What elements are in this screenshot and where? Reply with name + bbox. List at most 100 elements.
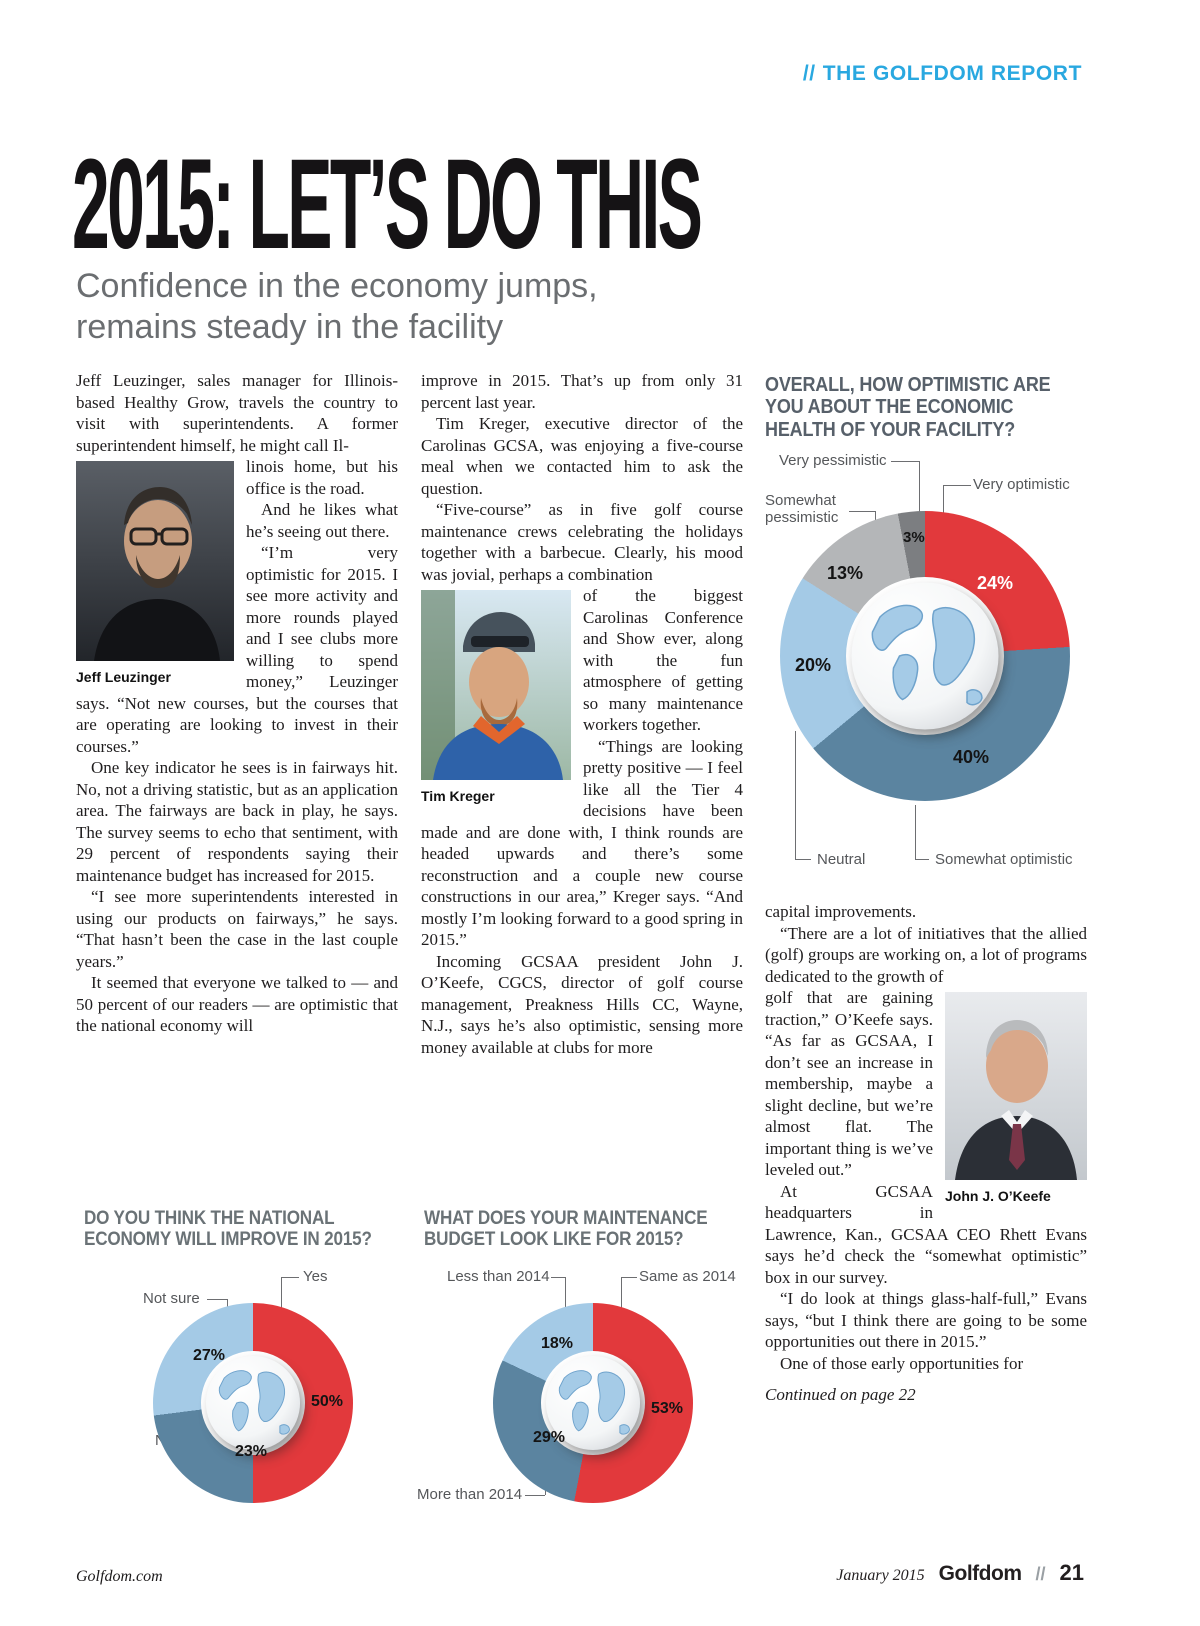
body-paragraph: One of those early opportunities for — [780, 1353, 1024, 1373]
body-paragraph: of the biggest Carolinas Conference and … — [583, 586, 743, 734]
body-paragraph: “Things are looking pretty positive — I … — [421, 736, 743, 950]
photo-caption: Tim Kreger — [421, 788, 495, 804]
body-paragraph: “There are a lot of initiatives that the… — [765, 923, 1087, 986]
pct-somewhat-optimistic: 40% — [953, 747, 990, 768]
body-paragraph: linois home, but his office is the road. — [246, 457, 398, 498]
donut-hole — [201, 1350, 305, 1455]
body-paragraph: “Five-course” as in five golf course mai… — [421, 500, 743, 584]
donut-ring — [493, 1302, 693, 1503]
photo-caption: Jeff Leuzinger — [76, 669, 171, 685]
body-paragraph: And he likes what he’s seeing out there. — [246, 500, 398, 541]
footer-slashes-icon: // — [1035, 1564, 1046, 1584]
subhead-line2: remains steady in the facility — [76, 308, 504, 347]
callout-line — [551, 1276, 565, 1278]
photo-caption: John J. O’Keefe — [945, 1188, 1051, 1205]
footer-date: January 2015 — [836, 1567, 925, 1584]
callout-line — [281, 1276, 282, 1313]
section-kicker: // THE GOLFDOM REPORT — [803, 62, 1082, 86]
callout-less-than: Less than 2014 — [447, 1267, 550, 1285]
photo-text-wrap: Jeff Leuzinger linois home, but his offi… — [76, 456, 398, 1037]
body-paragraph: Jeff Leuzinger, sales manager for Illino… — [76, 371, 398, 455]
pct-yes: 50% — [311, 1392, 344, 1410]
economy-donut-chart: Yes Not sure No — [75, 1255, 405, 1555]
callout-line — [621, 1276, 637, 1278]
callout-line — [281, 1276, 299, 1278]
economy-chart-block: DO YOU THINK THE NATIONAL ECONOMY WILL I… — [75, 1208, 405, 1555]
budget-donut-chart: Less than 2014 Same as 2014 More than 20… — [415, 1255, 745, 1555]
slashes-icon: // — [802, 62, 816, 85]
callout-neutral: Neutral — [817, 851, 866, 869]
body-paragraph: It seemed that everyone we talked to — a… — [76, 973, 398, 1035]
pct-more-than: 29% — [533, 1428, 566, 1446]
pct-neutral: 20% — [795, 655, 832, 676]
callout-line — [943, 485, 944, 530]
callout-line — [795, 731, 796, 860]
page-headline: 2015: LET’S DO THIS — [72, 133, 703, 276]
callout-very-optimistic: Very optimistic — [973, 476, 1070, 494]
continued-notice: Continued on page 22 — [765, 1385, 916, 1405]
body-paragraph: At GCSAA headquarters in Lawrence, Kan.,… — [765, 1181, 1087, 1287]
chart-title-budget: WHAT DOES YOUR MAINTENANCE BUDGET LOOK L… — [424, 1208, 708, 1251]
golf-ball-globe-icon — [205, 1355, 301, 1450]
footer-right: January 2015 Golfdom // 21 — [836, 1560, 1084, 1586]
callout-line — [919, 461, 920, 516]
callout-somewhat-optimistic: Somewhat optimistic — [935, 851, 1073, 869]
article-column-1: Jeff Leuzinger, sales manager for Illino… — [76, 370, 398, 1037]
callout-very-pessimistic: Very pessimistic — [779, 452, 887, 470]
callout-line — [915, 805, 916, 860]
jeff-leuzinger-photo: Jeff Leuzinger — [76, 461, 234, 689]
donut-hole — [846, 577, 1004, 736]
footer-magazine-logo: Golfdom — [938, 1562, 1022, 1585]
callout-same-as: Same as 2014 — [639, 1267, 736, 1285]
pct-somewhat-pessimistic: 13% — [827, 563, 864, 584]
subhead-line1: Confidence in the economy jumps, — [76, 267, 598, 305]
pct-very-optimistic: 24% — [977, 573, 1014, 594]
pct-not-sure: 27% — [193, 1346, 226, 1364]
footer-site: Golfdom.com — [76, 1568, 163, 1585]
body-paragraph: golf that are gaining traction,” O’Keefe… — [765, 988, 933, 1180]
footer-page-number: 21 — [1059, 1560, 1084, 1585]
callout-line — [849, 511, 875, 513]
donut-ring — [780, 511, 1070, 802]
page-subhead: Confidence in the economy jumps, remains… — [76, 266, 598, 349]
portrait-illustration — [945, 992, 1087, 1181]
callout-line — [565, 1276, 566, 1309]
john-okeefe-photo: John J. O’Keefe — [945, 992, 1087, 1208]
body-paragraph: improve in 2015. That’s up from only 31 … — [421, 371, 743, 412]
golf-ball-globe-icon — [545, 1355, 641, 1450]
tim-kreger-photo: Tim Kreger — [421, 590, 571, 808]
article-column-2: improve in 2015. That’s up from only 31 … — [421, 370, 743, 1058]
portrait-illustration — [421, 590, 571, 780]
callout-line — [795, 859, 811, 861]
photo-text-wrap: Tim Kreger of the biggest Carolinas Conf… — [421, 585, 743, 1058]
body-paragraph: One key indicator he sees is in fairways… — [76, 758, 398, 885]
body-paragraph: “I do look at things glass-half-full,” E… — [765, 1289, 1087, 1352]
callout-not-sure: Not sure — [143, 1289, 200, 1307]
body-paragraph: capital improvements. — [765, 902, 917, 922]
body-paragraph: Incoming GCSAA president John J. O’Keefe… — [421, 951, 743, 1057]
golf-ball-globe-icon — [851, 582, 999, 730]
pct-very-pessimistic: 3% — [903, 529, 925, 547]
callout-line — [621, 1276, 622, 1309]
callout-yes: Yes — [303, 1267, 328, 1285]
body-paragraph: “I see more superintendents interested i… — [76, 887, 398, 971]
portrait-illustration — [76, 461, 234, 661]
callout-line — [943, 485, 971, 487]
body-paragraph: Tim Kreger, executive director of the Ca… — [421, 414, 743, 498]
pct-less-than: 18% — [541, 1334, 574, 1352]
pct-no: 23% — [235, 1442, 268, 1460]
callout-line — [891, 461, 919, 463]
donut-hole — [541, 1350, 645, 1455]
chart-title-optimism: OVERALL, HOW OPTIMISTIC ARE YOU ABOUT TH… — [765, 374, 1051, 441]
photo-text-wrap: John J. O’Keefe golf that are gaining tr… — [765, 987, 1087, 1406]
chart-title-economy: DO YOU THINK THE NATIONAL ECONOMY WILL I… — [84, 1208, 372, 1251]
budget-chart-block: WHAT DOES YOUR MAINTENANCE BUDGET LOOK L… — [415, 1208, 745, 1555]
callout-line — [207, 1298, 227, 1300]
donut-ring — [153, 1302, 353, 1503]
body-paragraph: “I’m very optimistic for 2015. I see mor… — [76, 543, 398, 756]
callout-more-than: More than 2014 — [417, 1485, 523, 1503]
callout-line — [525, 1494, 545, 1496]
article-column-3: OVERALL, HOW OPTIMISTIC ARE YOU ABOUT TH… — [765, 370, 1087, 1406]
pct-same-as: 53% — [651, 1399, 684, 1417]
